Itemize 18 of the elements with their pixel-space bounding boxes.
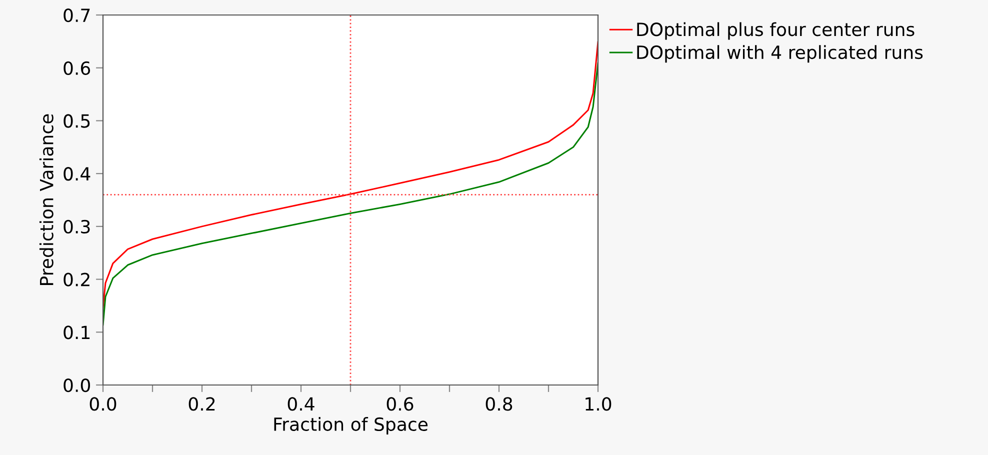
legend-label: DOptimal plus four center runs: [637, 22, 914, 40]
y-tick-label: 0.7: [64, 8, 90, 22]
y-tick-label: 0.5: [64, 114, 90, 128]
x-tick-label: 0.6: [386, 397, 414, 411]
y-tick-label: 0.0: [64, 378, 90, 392]
legend-label: DOptimal with 4 replicated runs: [637, 45, 923, 63]
y-tick-label: 0.6: [64, 61, 90, 75]
x-tick-label: 1.0: [586, 397, 612, 411]
x-axis-title: Fraction of Space: [274, 417, 428, 435]
y-tick-label: 0.3: [64, 220, 90, 234]
y-tick-label: 0.1: [64, 326, 90, 340]
y-axis-title: Prediction Variance: [39, 114, 54, 285]
x-tick-label: 0.2: [188, 397, 215, 411]
x-tick-label: 0.8: [486, 397, 512, 411]
y-tick-label: 0.2: [64, 272, 90, 286]
y-tick-label: 0.4: [64, 167, 90, 181]
x-tick-label: 0.4: [288, 397, 314, 411]
x-tick-label: 0.0: [90, 397, 116, 411]
